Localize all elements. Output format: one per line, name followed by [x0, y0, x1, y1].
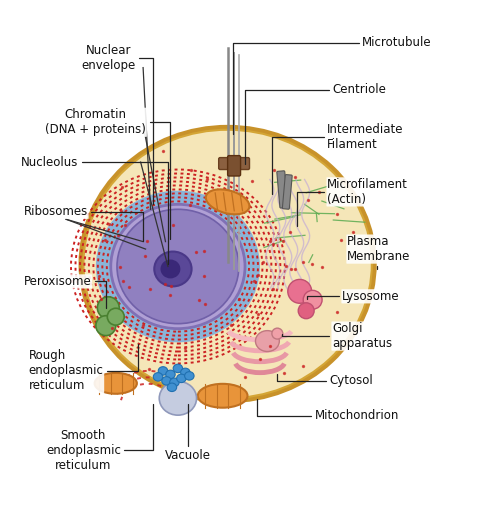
Ellipse shape [81, 127, 374, 401]
Ellipse shape [298, 303, 314, 319]
Text: Lysosome: Lysosome [307, 290, 400, 303]
Text: Ribosomes: Ribosomes [24, 205, 143, 241]
Ellipse shape [96, 316, 116, 336]
Text: Nuclear
envelope: Nuclear envelope [81, 44, 153, 204]
Ellipse shape [111, 204, 245, 328]
Ellipse shape [158, 366, 168, 375]
Text: Smooth
endoplasmic
reticulum: Smooth endoplasmic reticulum [46, 403, 153, 472]
Ellipse shape [162, 376, 171, 385]
Ellipse shape [198, 384, 248, 408]
Ellipse shape [98, 297, 119, 319]
Text: Microfilament
(Actin): Microfilament (Actin) [297, 178, 408, 227]
Ellipse shape [94, 373, 137, 394]
Ellipse shape [206, 190, 250, 214]
Ellipse shape [184, 372, 194, 380]
Ellipse shape [170, 378, 179, 386]
Ellipse shape [96, 191, 260, 342]
Ellipse shape [180, 368, 190, 376]
FancyBboxPatch shape [282, 175, 292, 209]
Text: Microtubule: Microtubule [232, 36, 432, 135]
Ellipse shape [167, 383, 176, 392]
Text: Cytosol: Cytosol [278, 374, 374, 388]
Ellipse shape [160, 381, 196, 415]
Text: Nucleolus: Nucleolus [21, 156, 168, 263]
Ellipse shape [117, 209, 239, 324]
Ellipse shape [160, 260, 180, 278]
Text: Peroxisome: Peroxisome [24, 275, 106, 308]
Ellipse shape [303, 290, 322, 309]
Text: Golgi
apparatus: Golgi apparatus [282, 322, 392, 350]
Text: Intermediate
Filament: Intermediate Filament [272, 123, 404, 194]
Ellipse shape [154, 373, 162, 381]
Ellipse shape [256, 331, 280, 352]
FancyBboxPatch shape [277, 171, 288, 208]
Ellipse shape [166, 370, 175, 379]
Text: Vacuole: Vacuole [165, 403, 211, 462]
Ellipse shape [272, 328, 283, 339]
Text: Rough
endoplasmic
reticulum: Rough endoplasmic reticulum [28, 344, 138, 392]
Ellipse shape [288, 279, 312, 303]
FancyBboxPatch shape [218, 157, 250, 169]
Text: Chromatin
(DNA + proteins): Chromatin (DNA + proteins) [46, 108, 170, 239]
Ellipse shape [154, 251, 192, 286]
Text: Plasma
Membrane: Plasma Membrane [347, 235, 410, 269]
Text: Mitochondrion: Mitochondrion [258, 399, 399, 422]
Text: Centriole: Centriole [245, 83, 386, 164]
Ellipse shape [108, 308, 124, 325]
Ellipse shape [176, 374, 186, 383]
FancyBboxPatch shape [228, 156, 240, 176]
Ellipse shape [173, 364, 182, 373]
